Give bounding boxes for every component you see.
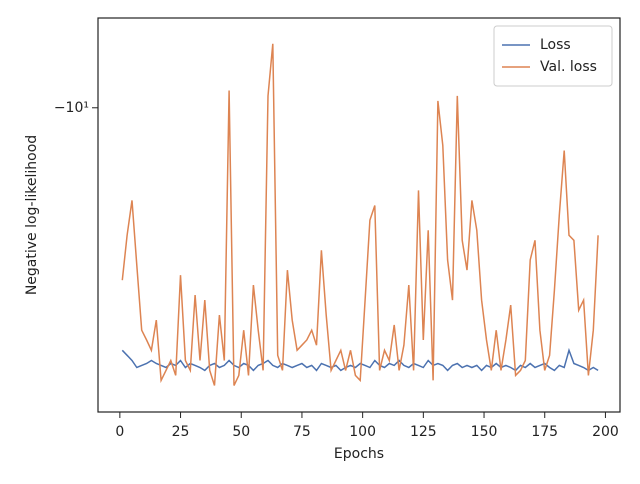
y-tick-label: −10¹ xyxy=(54,100,89,116)
line-series xyxy=(121,347,599,372)
x-tick-label: 200 xyxy=(592,424,619,440)
x-tick-label: 25 xyxy=(172,424,190,440)
legend-box xyxy=(493,25,613,87)
x-tick-label: 100 xyxy=(349,424,376,440)
x-tick-label: 150 xyxy=(471,424,498,440)
plot-frame xyxy=(97,17,621,413)
x-tick-label: 0 xyxy=(115,424,124,440)
x-tick-label: 175 xyxy=(531,424,558,440)
line-series xyxy=(121,43,599,386)
x-tick-label: 50 xyxy=(232,424,250,440)
y-axis-label: Negative log-likelihood xyxy=(24,135,40,295)
legend-label: Val. loss xyxy=(540,59,597,75)
x-axis-label: Epochs xyxy=(334,446,384,462)
x-tick-label: 125 xyxy=(410,424,437,440)
x-tick-label: 75 xyxy=(293,424,311,440)
legend-label: Loss xyxy=(540,37,571,53)
